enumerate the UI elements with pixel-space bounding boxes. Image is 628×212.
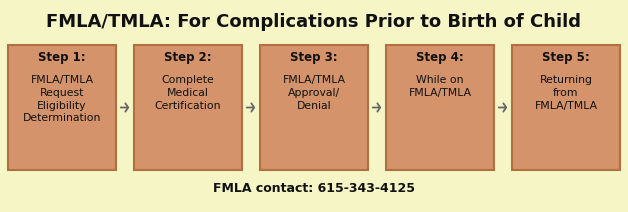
Text: Step 3:: Step 3: [290, 52, 338, 64]
FancyBboxPatch shape [8, 45, 116, 170]
Text: FMLA/TMLA
Approval/
Denial: FMLA/TMLA Approval/ Denial [283, 75, 345, 111]
FancyBboxPatch shape [134, 45, 242, 170]
Text: FMLA/TMLA
Request
Eligibility
Determination: FMLA/TMLA Request Eligibility Determinat… [23, 75, 101, 123]
FancyBboxPatch shape [260, 45, 368, 170]
Text: Returning
from
FMLA/TMLA: Returning from FMLA/TMLA [534, 75, 598, 111]
Text: FMLA contact: 615-343-4125: FMLA contact: 615-343-4125 [213, 181, 415, 194]
Text: While on
FMLA/TMLA: While on FMLA/TMLA [408, 75, 472, 98]
Text: Step 4:: Step 4: [416, 52, 464, 64]
Text: Step 2:: Step 2: [164, 52, 212, 64]
Text: Step 5:: Step 5: [542, 52, 590, 64]
Text: Step 1:: Step 1: [38, 52, 86, 64]
FancyBboxPatch shape [512, 45, 620, 170]
FancyBboxPatch shape [386, 45, 494, 170]
Text: FMLA/TMLA: For Complications Prior to Birth of Child: FMLA/TMLA: For Complications Prior to Bi… [46, 13, 582, 31]
Text: Complete
Medical
Certification: Complete Medical Certification [154, 75, 221, 111]
